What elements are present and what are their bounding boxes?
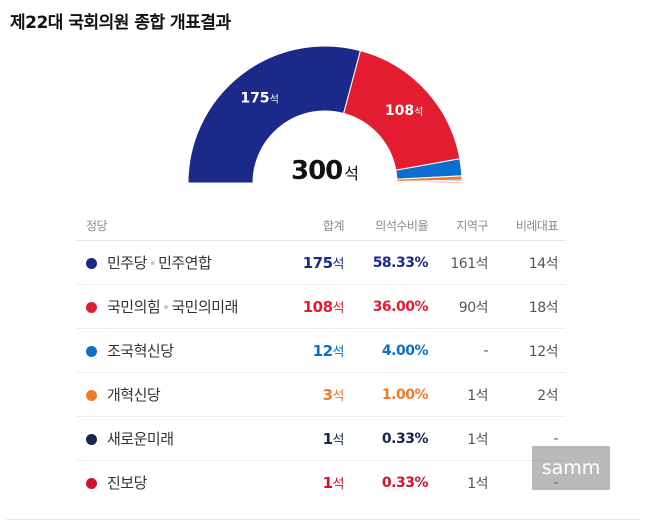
party-partner: 국민의미래 [171, 298, 238, 316]
header-party: 정당 [76, 210, 286, 241]
party-seats-unit: 석 [332, 477, 345, 492]
slice-label-2: 108석 [385, 103, 423, 119]
slice-label-1: 175석 [240, 91, 278, 107]
slice-1 [187, 45, 362, 184]
party-seats-cell: 175석 [286, 240, 352, 285]
results-table: 정당 합계 의석수비율 지역구 비례대표 민주당 • 민주연합 175석 58.33% 1… [76, 210, 566, 504]
party-seats: 12 [312, 342, 333, 360]
party-seats-cell: 1석 [286, 461, 352, 505]
party-name: 국민의힘 [107, 298, 161, 316]
party-name: 진보당 [107, 474, 147, 492]
party-district: 90석 [436, 284, 496, 329]
party-row: 민주당 • 민주연합 175석 58.33% 161석 14석 [76, 240, 566, 285]
slice-6 [396, 181, 463, 184]
total-seats: 300 석 [250, 156, 400, 186]
party-seats-unit: 석 [332, 345, 345, 360]
party-proportional: 14석 [496, 240, 566, 285]
party-proportional: 12석 [496, 328, 566, 373]
party-separator: • [148, 257, 157, 272]
party-color-dot [86, 390, 97, 401]
party-ratio: 0.33% [381, 474, 429, 491]
party-row: 새로운미래 1석 0.33% 1석 - [76, 416, 566, 461]
party-seats: 1 [322, 474, 333, 492]
header-proportional: 비례대표 [496, 210, 566, 241]
party-ratio: 58.33% [352, 240, 436, 285]
party-name: 개혁신당 [107, 386, 161, 404]
header-total: 합계 [286, 210, 352, 241]
party-seats-unit: 석 [332, 301, 345, 316]
party-partner: 민주연합 [158, 254, 212, 272]
party-name: 새로운미래 [107, 430, 174, 448]
party-row: 국민의힘 • 국민의미래 108석 36.00% 90석 18석 [76, 284, 566, 329]
party-seats: 1 [322, 430, 333, 448]
party-color-dot [86, 346, 97, 357]
party-color-dot [86, 302, 97, 313]
party-seats-cell: 3석 [286, 372, 352, 417]
watermark: samm [532, 446, 610, 490]
party-seats: 108 [302, 298, 333, 316]
party-ratio: 36.00% [352, 284, 436, 329]
party-cell: 민주당 • 민주연합 [76, 240, 286, 285]
party-row: 조국혁신당 12석 4.00% -12석 [76, 328, 566, 373]
party-separator: • [162, 301, 170, 316]
party-color-dot [86, 258, 97, 269]
party-color-dot [86, 478, 97, 489]
party-district: - [436, 328, 496, 373]
party-cell: 개혁신당 [76, 372, 286, 417]
party-seats-unit: 석 [332, 257, 345, 272]
party-seats-unit: 석 [332, 433, 345, 448]
party-proportional: 18석 [496, 284, 566, 329]
footer-divider [6, 519, 640, 520]
total-seats-value: 300 [290, 156, 343, 186]
results-header-row: 정당 합계 의석수비율 지역구 비례대표 [76, 210, 566, 241]
party-cell: 조국혁신당 [76, 328, 286, 373]
seat-half-donut-chart: 175석 108석 [187, 45, 463, 184]
party-seats: 3 [322, 386, 333, 404]
party-name: 민주당 [107, 254, 147, 272]
party-color-dot [86, 434, 97, 445]
page-title: 제22대 국회의원 종합 개표결과 [10, 13, 231, 33]
party-seats: 175 [302, 254, 333, 272]
total-seats-unit: 석 [344, 164, 359, 183]
party-seats-unit: 석 [332, 389, 345, 404]
party-district: 161석 [436, 240, 496, 285]
party-ratio: 4.00% [352, 328, 436, 373]
party-proportional: 2석 [496, 372, 566, 417]
party-ratio: 0.33% [352, 416, 436, 461]
party-cell: 국민의힘 • 국민의미래 [76, 284, 286, 329]
header-ratio: 의석수비율 [352, 210, 436, 241]
party-cell: 진보당 [76, 461, 286, 505]
party-district: 1석 [467, 475, 488, 492]
party-district: 1석 [436, 372, 496, 417]
party-seats-cell: 108석 [286, 284, 352, 329]
party-cell: 새로운미래 [76, 416, 286, 461]
header-district: 지역구 [436, 210, 496, 241]
party-ratio: 1.00% [352, 372, 436, 417]
party-row: 개혁신당 3석 1.00% 1석 2석 [76, 372, 566, 417]
party-seats-cell: 1석 [286, 416, 352, 461]
party-seats-cell: 12석 [286, 328, 352, 373]
party-name: 조국혁신당 [107, 342, 174, 360]
party-district: 1석 [436, 416, 496, 461]
